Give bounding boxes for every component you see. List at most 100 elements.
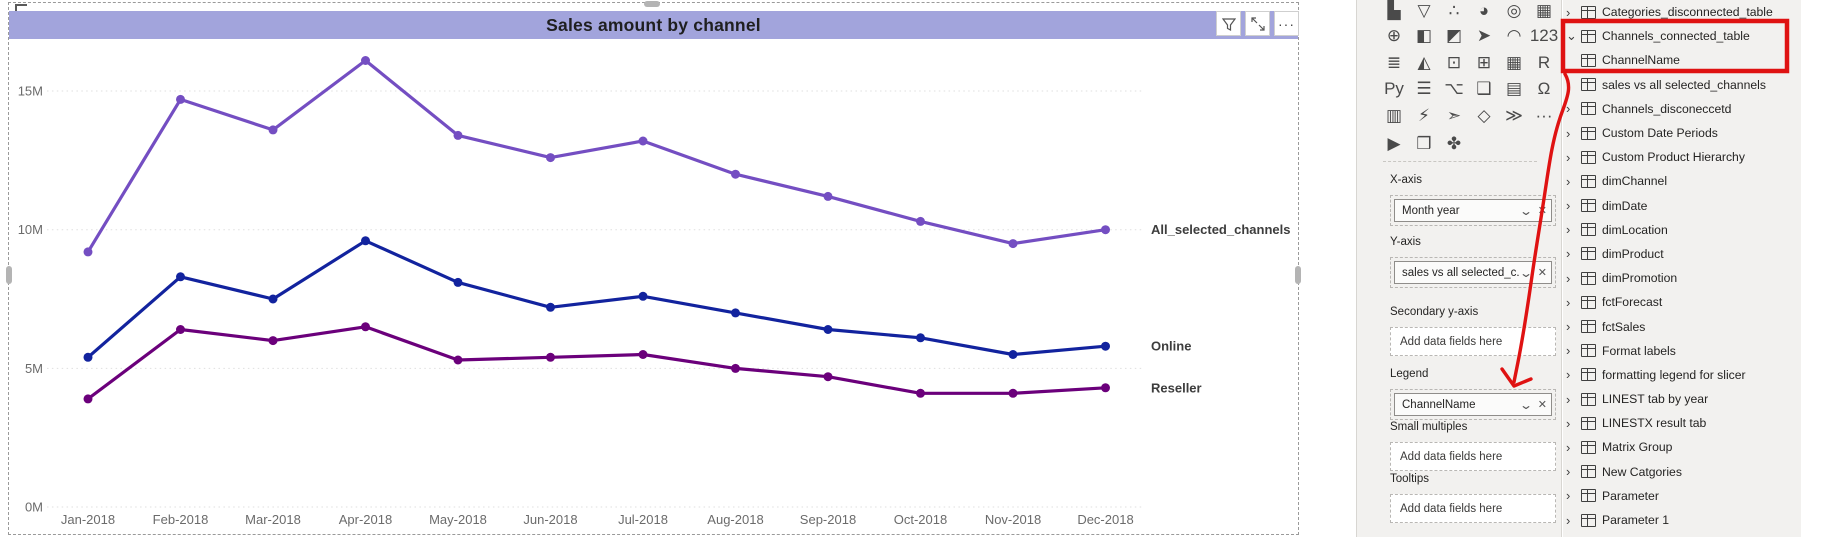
- expand-chevron-icon[interactable]: ›: [1566, 294, 1571, 310]
- visual-type-icon[interactable]: ➣: [1446, 105, 1462, 125]
- visual-type-icon[interactable]: ◠: [1506, 25, 1522, 45]
- visual-type-icon[interactable]: ···: [1535, 105, 1553, 125]
- tooltips-dropzone[interactable]: Add data fields here: [1390, 494, 1556, 523]
- filter-icon[interactable]: [1216, 11, 1241, 36]
- visual-type-icon[interactable]: ▽: [1417, 0, 1431, 20]
- visual-type-icon[interactable]: ◇: [1477, 105, 1491, 125]
- visual-type-icon[interactable]: ▦: [1505, 52, 1523, 72]
- visual-type-icon[interactable]: ∴: [1448, 0, 1460, 20]
- data-point[interactable]: [176, 94, 185, 104]
- field-list-item[interactable]: › Matrix Group: [1563, 435, 1801, 459]
- visual-type-icon[interactable]: ⊡: [1446, 52, 1462, 72]
- series-line[interactable]: [86, 58, 1106, 253]
- visual-type-icon[interactable]: ✤: [1446, 133, 1462, 153]
- expand-chevron-icon[interactable]: ›: [1566, 4, 1571, 20]
- data-point[interactable]: [1008, 239, 1018, 249]
- field-list-item[interactable]: › Parameter: [1563, 484, 1801, 508]
- data-point[interactable]: [1101, 225, 1110, 235]
- visual-type-icon[interactable]: ◭: [1417, 52, 1431, 72]
- visual-type-icon[interactable]: ◕: [1478, 0, 1490, 20]
- data-point[interactable]: [731, 169, 740, 179]
- expand-chevron-icon[interactable]: ›: [1566, 101, 1571, 117]
- data-point[interactable]: [268, 294, 278, 304]
- series-line[interactable]: [86, 239, 1106, 359]
- field-list-item[interactable]: › dimPromotion: [1563, 266, 1801, 290]
- visual-type-icon[interactable]: ▶: [1387, 133, 1401, 153]
- secondary-y-axis-dropzone[interactable]: Add data fields here: [1390, 327, 1556, 356]
- visual-type-icon[interactable]: ≫: [1505, 105, 1523, 125]
- visual-type-icon[interactable]: ◧: [1415, 25, 1433, 45]
- small-multiples-dropzone[interactable]: Add data fields here: [1390, 442, 1556, 471]
- visual-type-icon[interactable]: ◎: [1506, 0, 1522, 20]
- visual-type-icon[interactable]: ▦: [1535, 0, 1553, 20]
- data-point[interactable]: [361, 236, 370, 246]
- more-options-icon[interactable]: ···: [1274, 11, 1299, 36]
- data-point[interactable]: [453, 130, 463, 140]
- field-list-item[interactable]: ⌄ Channels_connected_table: [1563, 24, 1801, 48]
- visual-type-icon[interactable]: ⌥: [1444, 78, 1464, 98]
- data-point[interactable]: [1008, 388, 1018, 398]
- x-axis-field-chip[interactable]: Month year ⌄ ✕: [1394, 199, 1552, 222]
- expand-chevron-icon[interactable]: ›: [1566, 173, 1571, 189]
- data-point[interactable]: [1101, 383, 1110, 393]
- visual-type-icon[interactable]: ❑: [1476, 78, 1492, 98]
- data-point[interactable]: [731, 363, 740, 373]
- expand-chevron-icon[interactable]: ›: [1566, 125, 1571, 141]
- data-point[interactable]: [1101, 341, 1110, 351]
- data-point[interactable]: [823, 372, 833, 382]
- data-point[interactable]: [83, 352, 93, 362]
- data-point[interactable]: [453, 277, 463, 287]
- line-chart-visual[interactable]: Sales amount by channel ··· 0M 5M 10M 15M Ja…: [6, 1, 1301, 535]
- data-point[interactable]: [823, 325, 833, 334]
- data-point[interactable]: [268, 125, 278, 135]
- expand-chevron-icon[interactable]: ›: [1566, 367, 1571, 383]
- data-point[interactable]: [638, 136, 648, 146]
- data-point[interactable]: [823, 191, 833, 201]
- visual-type-icon[interactable]: ➤: [1476, 25, 1492, 45]
- visual-type-icon[interactable]: Py: [1384, 78, 1404, 98]
- chevron-down-icon[interactable]: ⌄: [1518, 265, 1533, 280]
- remove-icon[interactable]: ✕: [1537, 267, 1547, 279]
- data-point[interactable]: [916, 333, 925, 343]
- data-point[interactable]: [83, 247, 93, 257]
- expand-chevron-icon[interactable]: ›: [1566, 246, 1571, 262]
- data-point[interactable]: [546, 153, 555, 163]
- field-list-item[interactable]: › Channels_disconeccetd: [1563, 97, 1801, 121]
- chart-plot[interactable]: 0M 5M 10M 15M Jan-2018 Feb-2018 Mar-2018 Apr-20…: [9, 3, 1299, 535]
- field-list-item[interactable]: › dimDate: [1563, 194, 1801, 218]
- visual-type-icon[interactable]: ▥: [1385, 105, 1403, 125]
- data-point[interactable]: [731, 308, 740, 318]
- field-list-item[interactable]: › Categories_disconnected_table: [1563, 0, 1801, 24]
- focus-mode-icon[interactable]: [1245, 11, 1270, 36]
- data-point[interactable]: [1008, 350, 1018, 359]
- field-list-item[interactable]: › Custom Date Periods: [1563, 121, 1801, 145]
- expand-chevron-icon[interactable]: ›: [1566, 198, 1571, 214]
- chevron-down-icon[interactable]: ⌄: [1518, 397, 1533, 412]
- data-point[interactable]: [638, 350, 648, 359]
- data-point[interactable]: [83, 394, 93, 404]
- remove-icon[interactable]: ✕: [1537, 399, 1547, 411]
- expand-chevron-icon[interactable]: ›: [1566, 319, 1571, 335]
- visual-type-icon[interactable]: ▙: [1387, 0, 1401, 20]
- visual-type-icon[interactable]: ❒: [1416, 133, 1432, 153]
- data-point[interactable]: [453, 355, 463, 365]
- chevron-down-icon[interactable]: ⌄: [1518, 203, 1533, 218]
- visual-type-icon[interactable]: ◩: [1445, 25, 1463, 45]
- visual-type-icon[interactable]: ≣: [1386, 52, 1402, 72]
- expand-chevron-icon[interactable]: ›: [1566, 149, 1571, 165]
- expand-chevron-icon[interactable]: ›: [1566, 512, 1571, 528]
- field-list-item[interactable]: › Custom Product Hierarchy: [1563, 145, 1801, 169]
- expand-chevron-icon[interactable]: ›: [1566, 464, 1571, 480]
- expand-chevron-icon[interactable]: ›: [1566, 488, 1571, 504]
- field-list-item[interactable]: ChannelName: [1563, 48, 1801, 72]
- field-list-item[interactable]: › dimProduct: [1563, 242, 1801, 266]
- series-line[interactable]: [87, 325, 1106, 401]
- data-point[interactable]: [916, 388, 925, 398]
- field-list-item[interactable]: › formatting legend for slicer: [1563, 363, 1801, 387]
- field-list-item[interactable]: › New Catgories: [1563, 460, 1801, 484]
- data-point[interactable]: [268, 336, 278, 346]
- field-list-item[interactable]: sales vs all selected_channels: [1563, 73, 1801, 97]
- field-list-item[interactable]: › Format labels: [1563, 339, 1801, 363]
- visual-type-icon[interactable]: ⊕: [1386, 25, 1402, 45]
- expand-chevron-icon[interactable]: ›: [1566, 343, 1571, 359]
